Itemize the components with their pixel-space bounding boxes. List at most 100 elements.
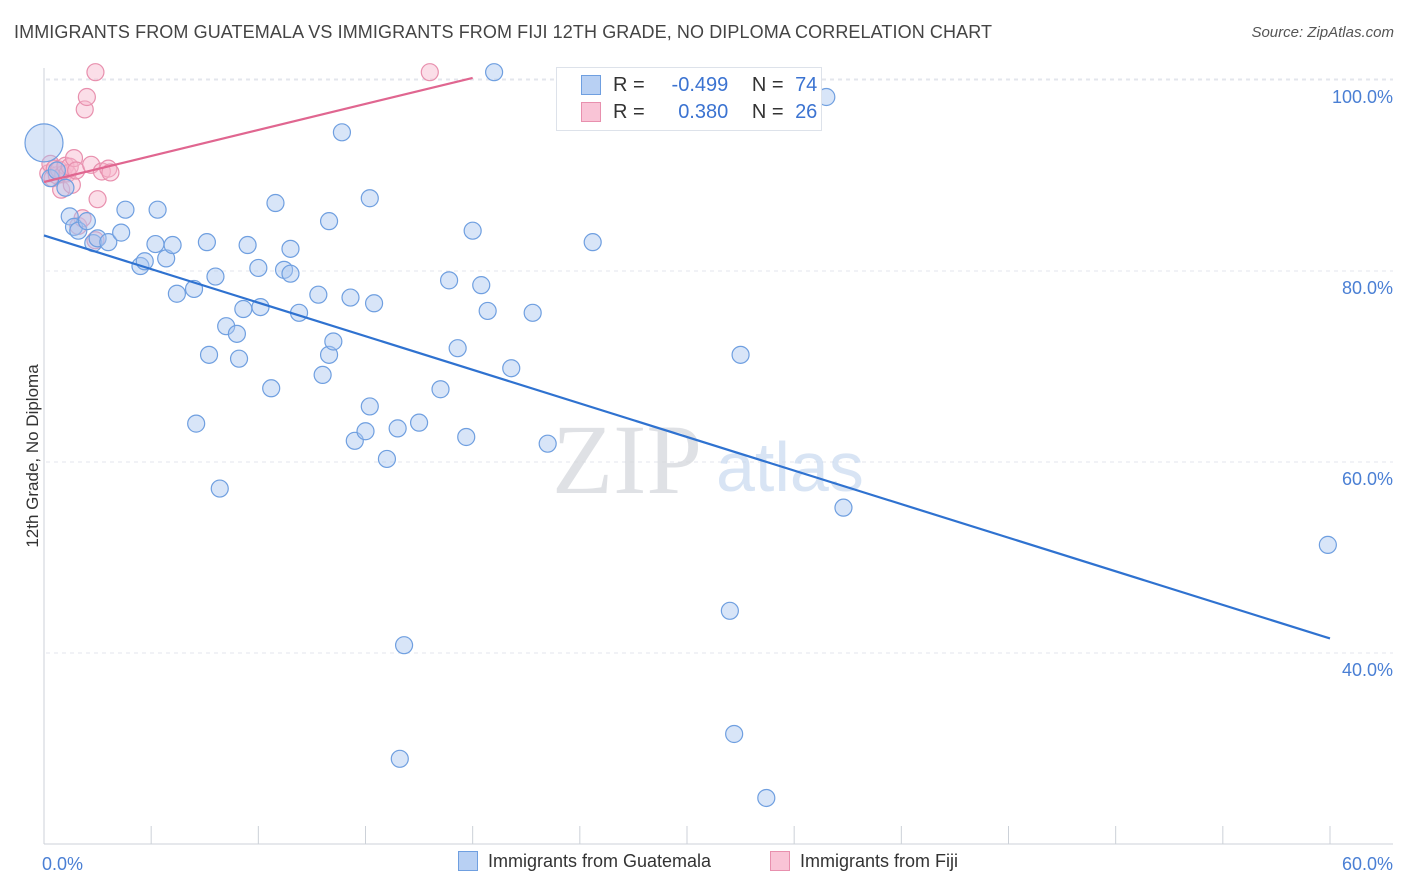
legend-row-guatemala: R = -0.499 N = 74 xyxy=(581,74,817,100)
guatemala-point xyxy=(360,189,379,208)
guatemala-point xyxy=(167,284,186,303)
guatemala-point xyxy=(227,324,246,343)
guatemala-point xyxy=(210,479,229,498)
grid-lines xyxy=(46,78,1393,654)
bottom-legend-swatch-fiji xyxy=(770,851,790,871)
guatemala-point xyxy=(834,498,853,517)
x-tick-label-min: 0.0% xyxy=(42,854,83,874)
guatemala-point xyxy=(364,294,384,313)
watermark: ZIP atlas xyxy=(552,404,864,515)
guatemala-point xyxy=(88,229,107,248)
fiji-point xyxy=(420,63,439,82)
guatemala-point xyxy=(238,235,257,255)
guatemala-point xyxy=(206,267,225,286)
y-tick-labels: 100.0% 80.0% 60.0% 40.0% xyxy=(1332,87,1393,680)
legend-r-label: R = xyxy=(613,74,645,96)
guatemala-point xyxy=(457,427,476,447)
guatemala-point xyxy=(146,234,165,254)
guatemala-point xyxy=(229,349,249,368)
guatemala-point xyxy=(116,200,135,219)
fiji-point xyxy=(77,87,96,107)
guatemala-point xyxy=(112,223,131,242)
guatemala-point xyxy=(281,239,300,258)
guatemala-point xyxy=(538,434,557,453)
guatemala-point xyxy=(319,345,339,364)
guatemala-point xyxy=(523,303,542,322)
guatemala-point xyxy=(199,345,219,364)
guatemala-point xyxy=(77,212,96,231)
bottom-legend-label-guatemala: Immigrants from Guatemala xyxy=(488,851,712,871)
guatemala-point xyxy=(163,235,182,255)
fiji-trend-line xyxy=(43,76,473,184)
guatemala-point xyxy=(60,207,79,226)
guatemala-point xyxy=(309,285,328,304)
legend-row-fiji: R = 0.380 N = 26 xyxy=(581,101,817,127)
source-label: Source: ZipAtlas.com xyxy=(1251,24,1394,41)
axes xyxy=(43,68,1393,845)
legend-n-label: N = xyxy=(751,101,784,123)
guatemala-point xyxy=(234,299,253,319)
y-axis-label: 12th Grade, No Diploma xyxy=(23,364,42,548)
bottom-legend-swatch-guatemala xyxy=(458,851,478,871)
guatemala-point xyxy=(356,422,375,441)
guatemala-point xyxy=(1318,535,1337,554)
guatemala-point xyxy=(725,724,744,744)
bottom-legend-guatemala: Immigrants from Guatemala xyxy=(458,851,711,872)
bottom-legend-label-fiji: Immigrants from Fiji xyxy=(800,851,959,871)
guatemala-point xyxy=(56,178,75,197)
guatemala-point xyxy=(324,332,343,351)
y-tick-label: 100.0% xyxy=(1332,87,1393,107)
guatemala-point xyxy=(24,123,64,163)
y-tick-label: 40.0% xyxy=(1342,660,1393,680)
guatemala-trend-line xyxy=(43,234,1331,640)
guatemala-point xyxy=(262,379,281,398)
fiji-point xyxy=(86,63,105,82)
guatemala-point xyxy=(448,339,467,358)
chart-title: IMMIGRANTS FROM GUATEMALA VS IMMIGRANTS … xyxy=(14,22,993,42)
fiji-point xyxy=(101,163,120,182)
guatemala-point xyxy=(409,413,429,432)
guatemala-point xyxy=(388,419,407,438)
guatemala-point xyxy=(99,233,118,252)
guatemala-point xyxy=(187,414,206,433)
legend-r-label: R = xyxy=(613,101,645,123)
guatemala-point xyxy=(439,271,459,290)
legend-r-value: 0.380 xyxy=(678,101,729,123)
guatemala-point xyxy=(360,397,379,416)
guatemala-point xyxy=(319,212,339,231)
guatemala-point xyxy=(332,123,352,142)
guatemala-point xyxy=(266,193,285,213)
legend-n-value: 74 xyxy=(795,74,818,96)
guatemala-point xyxy=(394,636,414,655)
y-tick-label: 80.0% xyxy=(1342,278,1393,298)
guatemala-point xyxy=(472,276,491,295)
guatemala-point xyxy=(148,200,167,219)
guatemala-point xyxy=(478,301,497,321)
fiji-point xyxy=(88,190,107,209)
fiji-points xyxy=(39,63,439,250)
guatemala-point xyxy=(390,749,409,768)
guatemala-points xyxy=(24,63,1337,808)
guatemala-point xyxy=(720,601,739,620)
guatemala-point xyxy=(731,345,750,364)
guatemala-point xyxy=(485,63,504,82)
trend-lines xyxy=(43,76,1331,640)
guatemala-point xyxy=(281,264,300,283)
bottom-legend-fiji: Immigrants from Fiji xyxy=(770,851,958,872)
guatemala-point xyxy=(431,380,450,399)
guatemala-point xyxy=(341,288,360,307)
legend-r-value: -0.499 xyxy=(671,74,729,96)
guatemala-point xyxy=(463,221,482,240)
guatemala-point xyxy=(249,258,268,278)
legend-swatch-fiji xyxy=(581,102,601,122)
legend-n-label: N = xyxy=(751,74,784,96)
guatemala-point xyxy=(757,788,776,808)
guatemala-point xyxy=(197,233,216,252)
legend-n-value: 26 xyxy=(795,101,818,123)
legend-swatch-guatemala xyxy=(581,75,601,95)
guatemala-point xyxy=(313,365,332,385)
watermark-zip: ZIP xyxy=(552,404,702,515)
guatemala-point xyxy=(583,233,602,252)
y-tick-label: 60.0% xyxy=(1342,469,1393,489)
